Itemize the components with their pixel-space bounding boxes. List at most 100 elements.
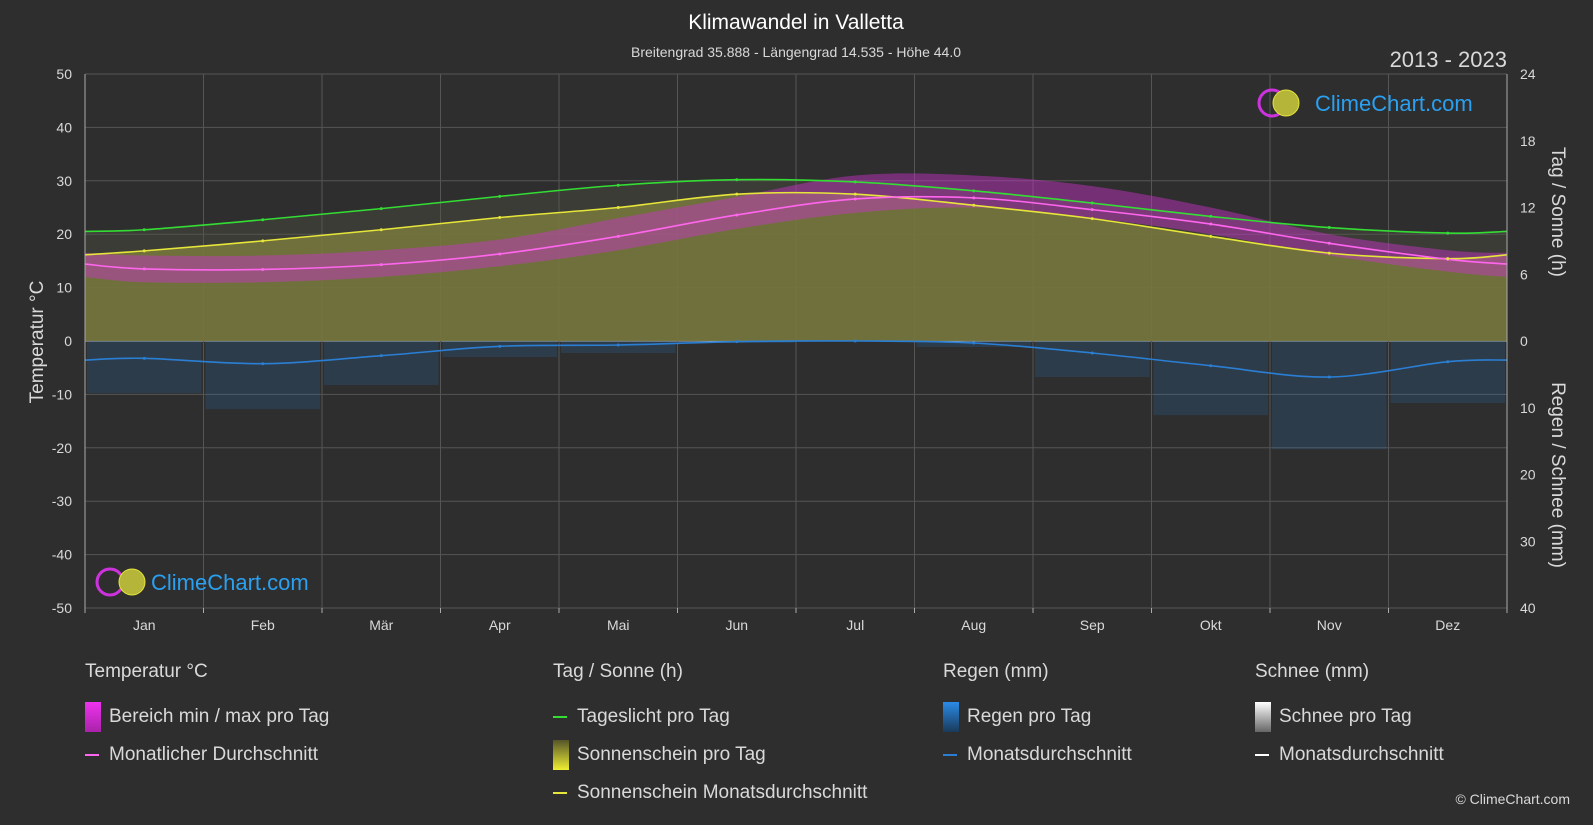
y-right-top-tick-label: 0	[1520, 333, 1528, 349]
y-right-top-tick-label: 12	[1520, 200, 1536, 216]
data-bands	[85, 173, 1507, 450]
daylight-area	[85, 179, 1507, 341]
rain-bar	[1035, 341, 1150, 378]
y-left-tick-label: 20	[56, 226, 72, 242]
sunshine-avg-line	[84, 191, 1508, 260]
rain-point	[735, 340, 739, 344]
temp-point	[616, 234, 620, 238]
y-right-bottom-tick-label: 10	[1520, 400, 1536, 416]
daylight-point	[735, 178, 739, 182]
daylight-point	[853, 180, 857, 184]
temp-avg-swatch	[85, 754, 99, 756]
sunshine-swatch	[553, 740, 569, 770]
y-left-tick-label: -50	[52, 600, 72, 616]
legend-item: Sonnenschein pro Tag	[553, 736, 867, 774]
y-left-tick-label: 40	[56, 119, 72, 135]
y-left-tick-label: 0	[64, 333, 72, 349]
legend-item-label: Sonnenschein Monatsdurchschnitt	[577, 782, 868, 803]
brand-text: ClimeChart.com	[1315, 91, 1473, 116]
legend-day-sun: Tag / Sonne (h) Tageslicht pro Tag Sonne…	[553, 660, 867, 812]
rain-point	[853, 339, 857, 343]
sunshine-point	[142, 249, 146, 253]
brand-logo-bottom[interactable]: ClimeChart.com	[95, 567, 309, 597]
legend-item-label: Schnee pro Tag	[1279, 706, 1412, 727]
daylight-line	[84, 178, 1508, 235]
sunshine-point	[853, 192, 857, 196]
chart-subtitle: Breitengrad 35.888 - Längengrad 14.535 -…	[631, 44, 961, 60]
y-right-bottom-tick-label: 40	[1520, 600, 1536, 616]
legend-item-label: Monatlicher Durchschnitt	[109, 744, 319, 765]
rain-bar	[205, 341, 320, 410]
legend-item-label: Tageslicht pro Tag	[577, 706, 730, 727]
x-tick-label: Mai	[607, 617, 630, 633]
legend-item-label: Bereich min / max pro Tag	[109, 706, 330, 727]
y-left-tick-label: -40	[52, 547, 72, 563]
y-right-top-tick-label: 24	[1520, 66, 1536, 82]
temp-point	[735, 213, 739, 217]
rain-bar	[324, 341, 439, 386]
rain-point	[972, 341, 976, 345]
legend-item-label: Monatsdurchschnitt	[967, 744, 1132, 765]
logo-sun-icon	[1272, 89, 1300, 117]
y-left-tick-label: 10	[56, 280, 72, 296]
snow-avg-swatch	[1255, 754, 1269, 756]
legend-item-label: Sonnenschein pro Tag	[577, 744, 766, 765]
temp-point	[379, 263, 383, 267]
daylight-point	[379, 207, 383, 211]
logo-sun-icon	[118, 568, 146, 596]
y-right-bottom-axis-label: Regen / Schnee (mm)	[1547, 382, 1568, 568]
daylight-point	[142, 228, 146, 232]
brand-logo-top[interactable]: ClimeChart.com	[1257, 88, 1473, 118]
year-range: 2013 - 2023	[1390, 47, 1507, 72]
rain-bar	[561, 341, 676, 354]
rain-avg-swatch	[943, 754, 957, 756]
x-tick-label: Aug	[961, 617, 986, 633]
y-left-axis-label: Temperatur °C	[27, 281, 48, 404]
x-tick-label: Jun	[725, 617, 748, 633]
x-tick-label: Dez	[1435, 617, 1460, 633]
rain-bar	[1390, 341, 1505, 404]
temp-point	[261, 267, 265, 271]
axes: 50 40 30 20 10 0 -10 -20 -30 -40 -50 Jan Feb Mär Apr Ma…	[52, 66, 1536, 633]
brand-text: ClimeChart.com	[151, 570, 309, 595]
legend-snow: Schnee (mm) Schnee pro Tag Monatsdurchsc…	[1255, 660, 1444, 774]
y-right-top-tick-label: 18	[1520, 133, 1536, 149]
temp-point	[972, 196, 976, 200]
climate-chart: Klimawandel in Valletta Breitengrad 35.8…	[27, 11, 1568, 633]
sunshine-avg-swatch	[553, 792, 567, 794]
y-left-tick-label: -30	[52, 493, 72, 509]
x-tick-label: Nov	[1317, 617, 1342, 633]
rain-point	[1446, 360, 1450, 364]
legend-item: Regen pro Tag	[943, 698, 1132, 736]
legend-temperature: Temperatur °C Bereich min / max pro Tag …	[85, 660, 329, 774]
temp-point	[1327, 241, 1331, 245]
y-right-bottom-tick-label: 20	[1520, 467, 1536, 483]
legend-item-label: Monatsdurchschnitt	[1279, 744, 1444, 765]
rain-point	[261, 362, 265, 366]
sunshine-point	[1090, 217, 1094, 221]
x-tick-label: Jan	[133, 617, 156, 633]
sunshine-point	[735, 192, 739, 196]
sunshine-point	[972, 203, 976, 207]
daylight-point	[1446, 231, 1450, 235]
y-right-bottom-tick-label: 30	[1520, 533, 1536, 549]
temp-point	[1090, 208, 1094, 212]
rain-avg-line	[84, 340, 1508, 378]
sunshine-point	[261, 239, 265, 243]
snow-swatch	[1255, 702, 1271, 732]
legend-item: Monatlicher Durchschnitt	[85, 736, 329, 774]
daylight-point	[972, 189, 976, 193]
rain-point	[379, 354, 383, 358]
y-left-tick-label: 50	[56, 66, 72, 82]
sunshine-point	[1446, 257, 1450, 261]
x-tick-label: Feb	[251, 617, 275, 633]
y-left-tick-label: 30	[56, 173, 72, 189]
sunshine-area	[85, 192, 1507, 341]
temp-range-band	[85, 173, 1507, 283]
rain-point	[142, 356, 146, 360]
data-lines	[84, 178, 1508, 379]
legend-heading: Regen (mm)	[943, 661, 1049, 682]
legend-item: Monatsdurchschnitt	[943, 736, 1132, 774]
legend-rain: Regen (mm) Regen pro Tag Monatsdurchschn…	[943, 660, 1132, 774]
y-left-tick-label: -20	[52, 440, 72, 456]
